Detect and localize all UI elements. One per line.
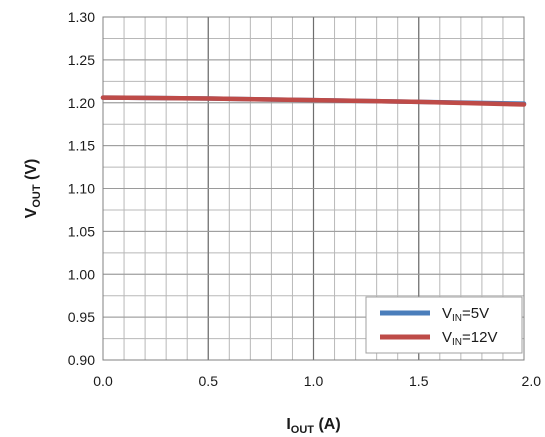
y-tick-label: 1.10 [68,181,95,197]
y-axis-title: VOUT (V) [23,159,43,219]
x-tick-label: 1.0 [304,373,324,389]
y-tick-label: 1.15 [68,138,95,154]
y-tick-label: 1.30 [68,9,95,25]
legend-label-main: V [442,329,452,346]
legend-label-main: V [442,305,452,322]
y-tick-label: 0.95 [68,309,95,325]
series-lines [100,95,527,107]
x-axis-title-sub: OUT [291,424,315,436]
x-tick-label: 0.5 [199,373,219,389]
y-axis-title-main: V [23,207,40,218]
legend-label-1: VIN=5V [442,305,489,324]
y-axis-title-unit: (V) [23,159,40,185]
y-tick-label: 1.00 [68,266,95,282]
y-tick-label: 1.05 [68,223,95,239]
x-axis-title-unit: (A) [314,416,341,433]
plot-frame [102,16,525,361]
x-tick-label: 1.5 [409,373,429,389]
legend-label-sub: IN [452,337,462,348]
legend-box [365,296,523,354]
x-axis-title: IOUT (A) [286,416,340,436]
y-tick-label: 1.20 [68,95,95,111]
x-tick-labels: 0.0 0.5 1.0 1.5 2.0 [93,373,541,389]
y-tick-label: 0.90 [68,352,95,368]
legend-label-suffix: =12V [462,329,497,346]
y-axis-title-sub: OUT [31,184,43,208]
legend-label-sub: IN [452,313,462,324]
x-tick-label: 0.0 [93,373,113,389]
x-tick-label: 2.0 [522,373,542,389]
legend-label-2: VIN=12V [442,329,497,348]
y-tick-labels: 0.90 0.95 1.00 1.05 1.10 1.15 1.20 1.25 1.30 [68,9,95,368]
legend-label-suffix: =5V [462,305,489,322]
y-tick-label: 1.25 [68,52,95,68]
x-axis-title-main: I [286,416,290,433]
series-line-2 [100,95,527,107]
